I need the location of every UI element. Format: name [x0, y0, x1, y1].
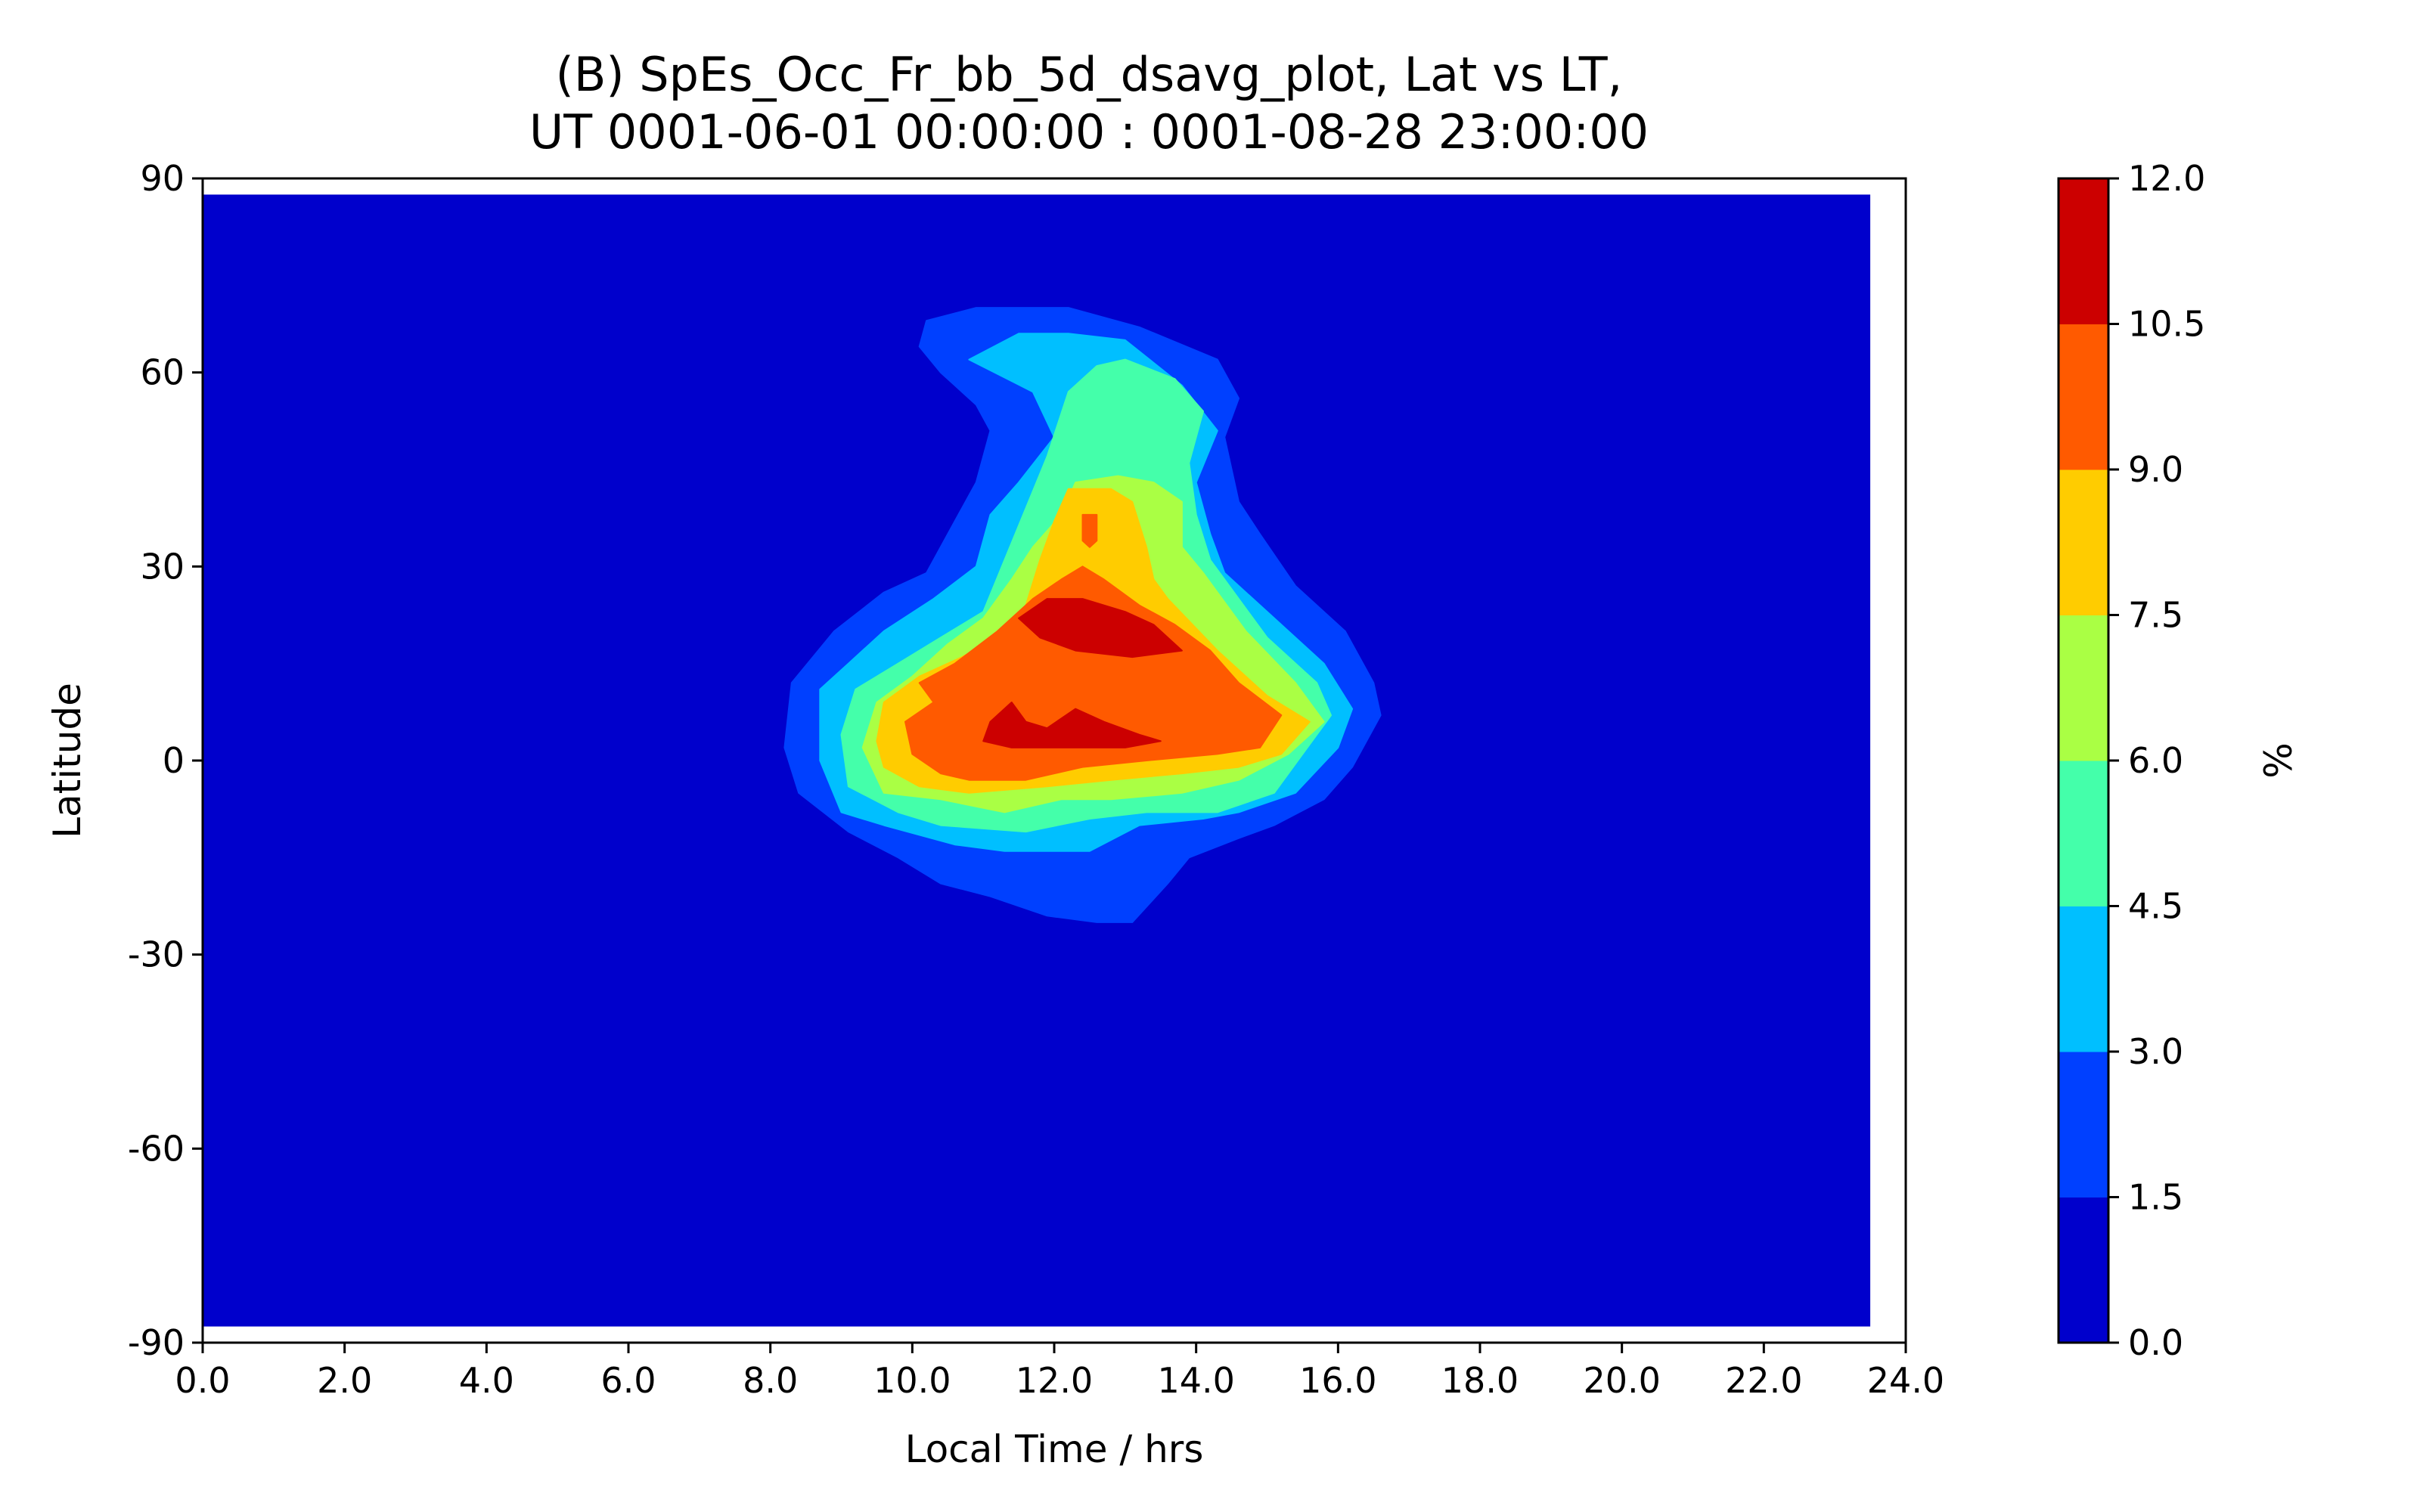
x-tick-label: 10.0 — [873, 1360, 951, 1401]
colorbar-tick-label: 1.5 — [2128, 1177, 2183, 1218]
x-tick-label: 22.0 — [1725, 1360, 1802, 1401]
contour-region-10.5-8 — [982, 702, 1162, 748]
y-axis-ticks: -90 -60 -30 0 30 60 90 — [128, 158, 203, 1363]
colorbar-tick-label: 9.0 — [2128, 449, 2183, 490]
x-tick-label: 20.0 — [1583, 1360, 1660, 1401]
plot-area: 0.0 2.0 4.0 6.0 8.0 10.0 12.0 14.0 16.0 18.0 20.0 2… — [128, 158, 1944, 1401]
x-tick-label: 16.0 — [1299, 1360, 1376, 1401]
x-tick-label: 8.0 — [743, 1360, 798, 1401]
y-tick-label: 90 — [140, 158, 185, 199]
chart-title-line-1: (B) SpEs_Occ_Fr_bb_5d_dsavg_plot, Lat vs… — [556, 47, 1623, 102]
colorbar-tick-label: 10.5 — [2128, 304, 2205, 345]
colorbar-tick-label: 6.0 — [2128, 740, 2183, 781]
x-tick-label: 12.0 — [1016, 1360, 1093, 1401]
y-tick-label: -90 — [128, 1322, 185, 1363]
y-tick-label: 0 — [163, 740, 185, 781]
x-axis-label: Local Time / hrs — [905, 1427, 1204, 1471]
contour-layer — [203, 194, 1871, 1327]
contour-region-9-6 — [1081, 513, 1098, 548]
colorbar-swatch — [2059, 469, 2108, 615]
colorbar-tick-label: 0.0 — [2128, 1322, 2183, 1363]
y-axis-label: Latitude — [45, 683, 89, 838]
x-tick-label: 18.0 — [1441, 1360, 1519, 1401]
colorbar-tick-label: 7.5 — [2128, 595, 2183, 636]
colorbar: 0.0 1.5 3.0 4.5 6.0 7.5 9.0 10.5 12.0 — [2057, 158, 2205, 1363]
x-tick-label: 2.0 — [317, 1360, 372, 1401]
y-tick-label: -60 — [128, 1128, 185, 1169]
colorbar-ticks: 0.0 1.5 3.0 4.5 6.0 7.5 9.0 10.5 12.0 — [2108, 158, 2205, 1363]
colorbar-swatch — [2059, 906, 2108, 1052]
x-tick-label: 14.0 — [1157, 1360, 1234, 1401]
chart-title-line-2: UT 0001-06-01 00:00:00 : 0001-08-28 23:0… — [529, 104, 1649, 160]
colorbar-tick-label: 3.0 — [2128, 1031, 2183, 1072]
colorbar-swatch — [2059, 761, 2108, 906]
colorbar-swatch — [2059, 1052, 2108, 1198]
colorbar-swatch — [2059, 615, 2108, 761]
x-axis-ticks: 0.0 2.0 4.0 6.0 8.0 10.0 12.0 14.0 16.0 18.0 20.0 2… — [175, 1343, 1944, 1401]
colorbar-tick-label: 12.0 — [2128, 158, 2205, 199]
x-tick-label: 0.0 — [175, 1360, 230, 1401]
colorbar-label: % — [2257, 742, 2301, 779]
x-tick-label: 24.0 — [1867, 1360, 1944, 1401]
x-tick-label: 6.0 — [600, 1360, 656, 1401]
colorbar-swatch — [2059, 1197, 2108, 1343]
colorbar-tick-label: 4.5 — [2128, 886, 2183, 927]
x-tick-label: 4.0 — [459, 1360, 514, 1401]
colorbar-swatch — [2059, 324, 2108, 470]
colorbar-swatches — [2059, 178, 2108, 1343]
y-tick-label: 60 — [140, 352, 185, 393]
contour-region-10.5-7 — [1018, 598, 1183, 658]
colorbar-swatch — [2059, 178, 2108, 324]
y-tick-label: -30 — [128, 934, 185, 975]
y-tick-label: 30 — [140, 546, 185, 587]
